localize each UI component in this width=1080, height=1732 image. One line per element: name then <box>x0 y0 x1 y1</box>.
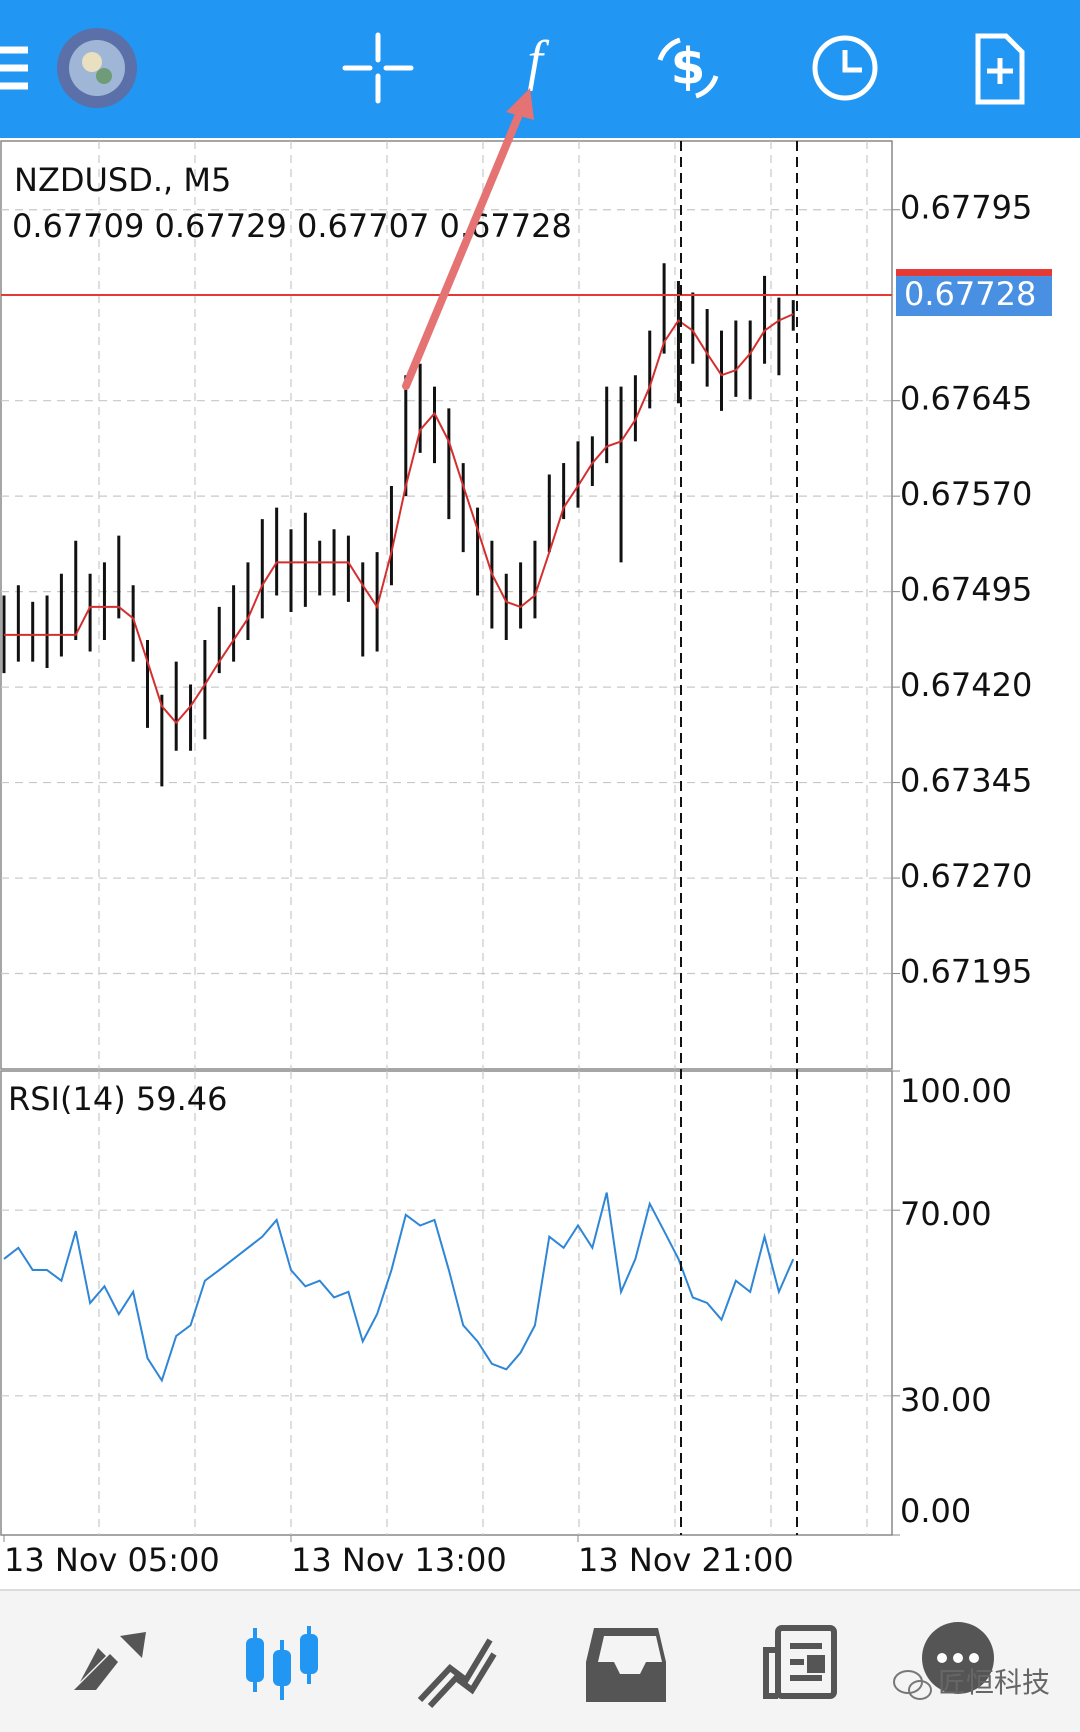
ohlc-values: 0.67709 0.67729 0.67707 0.67728 <box>12 207 572 245</box>
history-tab[interactable] <box>586 1628 666 1702</box>
menu-button[interactable] <box>0 46 28 90</box>
current-price-label: 0.67728 <box>904 275 1036 313</box>
rsi-pane <box>0 1070 893 1536</box>
y-tick-label: 30.00 <box>900 1381 992 1419</box>
toolbar <box>0 0 1080 138</box>
quotes-tab[interactable] <box>74 1632 146 1690</box>
new-order-button[interactable] <box>975 33 1025 105</box>
y-tick-label: 0.67345 <box>900 762 1032 800</box>
trade-tab[interactable] <box>417 1638 497 1709</box>
y-tick-label: 70.00 <box>900 1195 992 1233</box>
bottom-nav <box>0 1590 1080 1732</box>
y-tick-label: 0.67645 <box>900 380 1032 418</box>
rsi-title: RSI(14) 59.46 <box>8 1080 227 1118</box>
svg-text:$: $ <box>671 38 706 96</box>
annotation-arrow <box>402 88 534 390</box>
rsi-line <box>3 1192 795 1383</box>
chart-tab[interactable] <box>246 1626 318 1700</box>
x-tick-label: 13 Nov 21:00 <box>578 1541 794 1579</box>
price-pane <box>0 140 893 1070</box>
y-tick-label: 0.67495 <box>900 571 1032 609</box>
y-tick-label: 0.67420 <box>900 666 1032 704</box>
avatar[interactable] <box>57 28 137 108</box>
crosshair-button[interactable] <box>342 32 414 104</box>
watermark-text: 匠恒科技 <box>938 1666 1050 1699</box>
moving-average <box>4 313 794 725</box>
y-tick-label: 0.00 <box>900 1492 971 1530</box>
current-price-flag <box>896 269 1052 277</box>
x-tick-label: 13 Nov 13:00 <box>291 1541 507 1579</box>
price-chart: 0.67795 0.67645 0.67570 0.67495 0.67420 0.673… <box>1 189 1052 1579</box>
y-tick-label: 0.67195 <box>900 953 1032 991</box>
messages-tab[interactable] <box>922 1622 994 1694</box>
trade-button[interactable]: $ <box>657 38 719 99</box>
rsi-chart: 100.00 70.00 30.00 0.00 <box>1 1070 1012 1536</box>
y-tick-label: 100.00 <box>900 1072 1012 1110</box>
y-tick-label: 0.67570 <box>900 475 1032 513</box>
y-tick-label: 0.67270 <box>900 857 1032 895</box>
timeframe-button[interactable] <box>812 35 878 101</box>
current-price-box <box>896 276 1052 317</box>
symbol-title: NZDUSD., M5 <box>14 161 231 199</box>
y-tick-label: 0.67795 <box>900 189 1032 227</box>
x-tick-label: 13 Nov 05:00 <box>4 1541 220 1579</box>
news-tab[interactable] <box>763 1625 837 1699</box>
watermark: 匠恒科技 <box>893 1666 1050 1700</box>
